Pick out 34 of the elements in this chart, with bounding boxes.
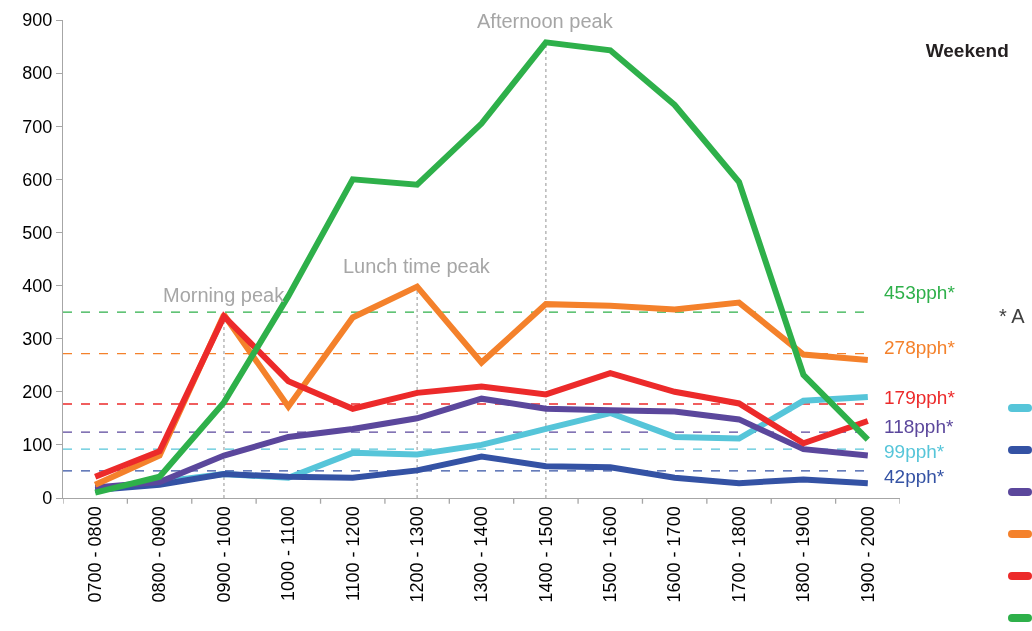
y-tick-label: 400 [22,275,53,296]
x-tick-label: 1600 - 1700 [664,506,685,603]
x-tick-label: 0900 - 1000 [213,506,234,603]
ref-line-label: 99pph* [884,441,945,462]
y-tick-label: 0 [42,488,53,509]
ref-line-label: 42pph* [884,466,945,487]
y-tick-label: 900 [22,10,53,31]
text: * A [999,305,1026,327]
x-tick-label: 1500 - 1600 [600,506,621,603]
x-tick-label: 1700 - 1800 [728,506,749,603]
y-tick-label: 300 [22,328,53,349]
x-tick-label: 1900 - 2000 [857,506,878,603]
y-tick-label: 600 [22,169,53,190]
x-tick-label: 1400 - 1500 [535,506,556,603]
ref-line-label: Afternoon peak [477,10,614,32]
y-tick-label: 700 [22,116,53,137]
ref-line-label: 453pph* [884,282,956,303]
x-tick-label: 1100 - 1200 [342,506,363,602]
y-tick-label: 100 [22,435,53,456]
ref-line-label: Morning peak [163,284,286,306]
x-tick-label: 1000 - 1100 [278,506,299,602]
y-tick-label: 500 [22,222,53,243]
ref-line-label: Lunch time peak [343,255,491,277]
x-tick-label: 0800 - 0900 [149,506,170,603]
x-tick-label: 1200 - 1300 [406,506,427,603]
x-tick-label: 0700 - 0800 [85,506,106,603]
y-tick-label: 200 [22,382,53,403]
ref-line-label: 278pph* [884,337,956,358]
text: Weekend [925,40,1009,62]
y-tick-label: 800 [22,63,53,84]
ref-line-label: 118pph* [884,416,954,437]
x-tick-label: 1300 - 1400 [471,506,492,603]
x-tick-label: 1800 - 1900 [793,506,814,603]
ref-line-label: 179pph* [884,387,956,408]
